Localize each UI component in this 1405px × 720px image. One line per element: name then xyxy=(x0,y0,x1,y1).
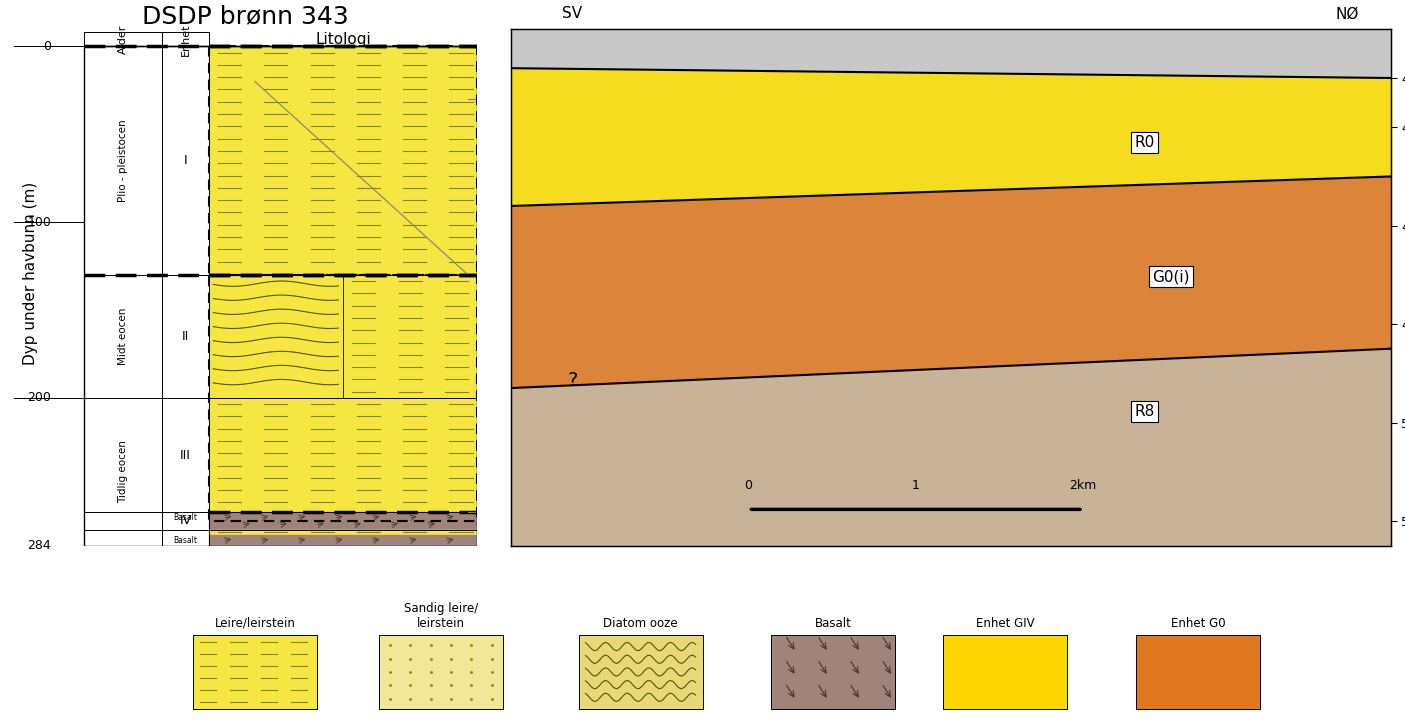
Text: Alder: Alder xyxy=(118,24,128,54)
Text: Basalt: Basalt xyxy=(173,513,198,522)
Text: 1: 1 xyxy=(912,479,920,492)
Text: Enhet: Enhet xyxy=(180,23,191,55)
Bar xyxy=(379,635,503,708)
Text: Plio - pleistocen: Plio - pleistocen xyxy=(118,120,128,202)
Bar xyxy=(771,635,895,708)
Text: Midt eocen: Midt eocen xyxy=(118,307,128,365)
Text: Litologi: Litologi xyxy=(315,32,371,47)
Text: 200: 200 xyxy=(27,392,51,405)
Bar xyxy=(208,512,478,530)
Text: Sandig leire/
leirstein: Sandig leire/ leirstein xyxy=(403,602,478,630)
Text: 0: 0 xyxy=(44,40,51,53)
Text: Enhet G0: Enhet G0 xyxy=(1170,616,1225,630)
Text: G0(i): G0(i) xyxy=(1152,269,1190,284)
Text: Enhet GIV: Enhet GIV xyxy=(976,616,1034,630)
Text: ?: ? xyxy=(568,371,577,390)
Text: Basalt: Basalt xyxy=(815,616,851,630)
Text: Dyp under havbunn (m): Dyp under havbunn (m) xyxy=(24,182,38,365)
Text: SV: SV xyxy=(562,6,583,22)
Bar xyxy=(343,275,478,398)
Text: 284: 284 xyxy=(27,539,51,552)
Text: I: I xyxy=(184,154,187,167)
Text: Basalt: Basalt xyxy=(173,536,198,545)
Text: 2km: 2km xyxy=(1069,479,1096,492)
Bar xyxy=(208,275,343,398)
Title: DSDP brønn 343: DSDP brønn 343 xyxy=(142,4,348,28)
Bar xyxy=(1137,635,1260,708)
Text: R8: R8 xyxy=(1134,404,1155,419)
Bar xyxy=(192,635,318,708)
Bar xyxy=(579,635,702,708)
Bar xyxy=(208,530,478,535)
Text: IV: IV xyxy=(180,515,191,528)
Text: NØ: NØ xyxy=(1335,6,1359,22)
Text: R0: R0 xyxy=(1134,135,1155,150)
Text: Diatom ooze: Diatom ooze xyxy=(603,616,677,630)
Bar xyxy=(208,535,478,546)
Text: Tidlig eocen: Tidlig eocen xyxy=(118,441,128,503)
Bar xyxy=(944,635,1068,708)
Text: III: III xyxy=(180,449,191,462)
Bar xyxy=(208,398,478,512)
Text: Leire/leirstein: Leire/leirstein xyxy=(215,616,295,630)
Text: II: II xyxy=(181,330,190,343)
Bar xyxy=(208,46,478,275)
Text: 0: 0 xyxy=(745,479,753,492)
Text: 100: 100 xyxy=(27,216,51,229)
